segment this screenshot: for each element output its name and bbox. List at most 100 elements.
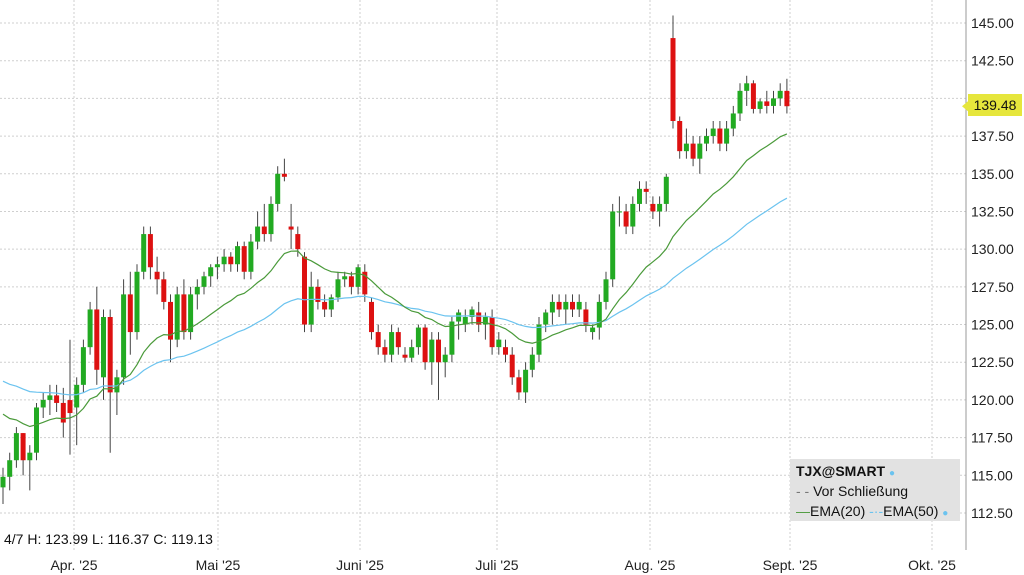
candle-body [563, 301, 569, 310]
candle-body [737, 90, 743, 114]
x-tick-label: Sept. '25 [763, 557, 818, 573]
candle-body [389, 332, 395, 355]
candle-body [27, 452, 33, 461]
candle-body [355, 267, 361, 287]
candle-body [543, 312, 549, 325]
candle-body [261, 226, 267, 235]
x-tick-label: Aug. '25 [625, 557, 676, 573]
candle-body [697, 143, 703, 159]
candle-body [576, 301, 582, 310]
candle-body [777, 90, 783, 99]
y-tick-label: 135.00 [971, 166, 1014, 182]
candle-body [409, 347, 415, 358]
candle-body [516, 377, 522, 393]
candle-body [121, 294, 127, 378]
x-tick-label: Mai '25 [196, 557, 241, 573]
candle-body [556, 301, 562, 310]
candle-body [248, 241, 254, 272]
y-tick-label: 130.00 [971, 241, 1014, 257]
candle-body [583, 309, 589, 325]
candle-body [375, 332, 381, 348]
ema20-line [2, 133, 788, 428]
candle-body [677, 121, 683, 152]
legend-symbol-marker: ● [889, 468, 896, 479]
candle-body [442, 354, 448, 363]
y-tick-label: 125.00 [971, 317, 1014, 333]
candle-body [690, 143, 696, 159]
chart-legend: TJX@SMART ● - - Vor Schließung —EMA(20) … [790, 459, 960, 521]
candle-body [308, 286, 314, 325]
candle-body [34, 407, 39, 453]
candle-body [596, 301, 602, 328]
y-tick-label: 142.50 [971, 53, 1014, 69]
last-price-arrow [962, 101, 968, 112]
candle-body [154, 271, 160, 280]
candle-body [281, 173, 287, 177]
candle-body [603, 279, 609, 302]
y-tick-label: 120.00 [971, 392, 1014, 408]
y-tick-label: 122.50 [971, 354, 1014, 370]
candle-body [429, 339, 435, 363]
candle-body [328, 297, 334, 310]
candle-body [462, 317, 468, 325]
candle-body [362, 271, 368, 295]
candle-body [704, 136, 709, 144]
candle-body [275, 173, 281, 204]
candle-body [436, 339, 441, 363]
candle-body [657, 203, 663, 212]
candle-body [717, 128, 723, 144]
candle-body [127, 294, 133, 333]
legend-ema50: EMA(50) [883, 503, 939, 519]
candle-body [369, 301, 374, 333]
candle-body [20, 433, 26, 461]
candle-body [147, 234, 153, 268]
candle-body [496, 339, 502, 348]
candle-body [80, 347, 86, 385]
candle-body [637, 188, 642, 204]
candle-body [214, 264, 220, 268]
candle-body [94, 309, 100, 370]
x-tick-label: Juni '25 [336, 557, 384, 573]
candle-body [54, 395, 60, 403]
candle-body [663, 176, 669, 204]
candle-body [235, 246, 240, 265]
candle-body [503, 347, 508, 355]
candle-body [476, 312, 482, 325]
x-tick-label: Okt. '25 [908, 557, 956, 573]
candle-body [348, 276, 354, 287]
candle-body [107, 317, 113, 393]
candle-body [87, 309, 93, 348]
candle-body [255, 226, 261, 242]
candle-body [616, 211, 622, 213]
legend-prev-close: - - Vor Schließung [796, 483, 909, 499]
y-tick-label: 112.50 [971, 505, 1013, 521]
candle-body [489, 317, 495, 348]
candle-body [315, 286, 321, 302]
candle-body [456, 312, 462, 322]
candle-body [415, 327, 421, 348]
candle-body [47, 395, 53, 400]
y-tick-label: 115.00 [971, 467, 1013, 483]
candle-body [536, 324, 542, 355]
candle-body [268, 203, 274, 235]
x-tick-label: Apr. '25 [50, 557, 97, 573]
candle-body [757, 101, 763, 109]
candle-body [13, 433, 19, 461]
candle-body [623, 211, 629, 227]
legend-emas: —EMA(20) -·-EMA(50) ● [796, 503, 949, 519]
candle-body [590, 327, 596, 333]
candle-body [382, 347, 388, 355]
candle-body [181, 294, 187, 333]
candle-body [60, 402, 66, 423]
candle-body [174, 294, 180, 340]
candle-body [228, 256, 234, 265]
candle-body [529, 354, 535, 370]
candle-body [101, 317, 106, 378]
candle-body [395, 332, 401, 348]
y-tick-label: 145.00 [971, 15, 1014, 31]
candle-body [134, 271, 140, 333]
y-tick-label: 132.50 [971, 203, 1014, 219]
last-price-label: 139.48 [968, 94, 1022, 116]
candle-body [74, 384, 80, 408]
